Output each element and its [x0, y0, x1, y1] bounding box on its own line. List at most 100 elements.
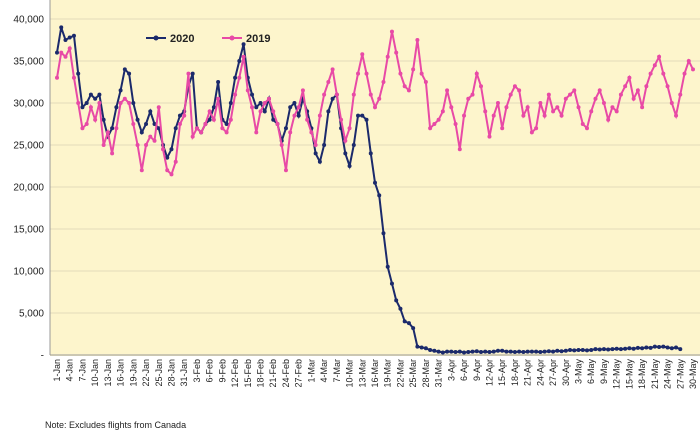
x-tick-label: 4-Mar	[319, 359, 329, 383]
x-tick-label: 27-May	[675, 359, 685, 390]
point	[186, 71, 191, 76]
point	[122, 96, 127, 101]
point	[525, 105, 530, 110]
point	[139, 168, 144, 173]
point	[436, 117, 441, 122]
point	[114, 126, 119, 131]
point	[385, 264, 390, 269]
point	[440, 109, 445, 114]
x-tick-label: 16-Mar	[370, 359, 380, 388]
point	[381, 80, 386, 84]
point	[601, 347, 606, 352]
x-tick-label: 7-Jan	[77, 359, 87, 382]
point	[555, 105, 560, 110]
point	[131, 101, 136, 105]
legend-marker	[153, 35, 159, 41]
point	[466, 350, 471, 355]
point	[517, 88, 522, 93]
point	[347, 126, 352, 131]
x-tick-label: 12-May	[612, 359, 622, 390]
point	[250, 105, 255, 110]
point	[652, 344, 657, 349]
x-tick-label: 12-Feb	[230, 359, 240, 388]
point	[508, 92, 513, 97]
point	[211, 117, 216, 122]
point	[63, 38, 68, 42]
point	[432, 122, 437, 126]
point	[139, 130, 144, 135]
point	[563, 348, 568, 353]
point	[67, 46, 72, 51]
x-tick-label: 4-Jan	[65, 359, 75, 382]
point	[322, 92, 327, 97]
point	[305, 117, 310, 122]
x-tick-label: 3-May	[574, 359, 584, 385]
point	[288, 130, 293, 135]
point	[199, 130, 204, 135]
point	[101, 117, 106, 122]
y-tick-label: 35,000	[13, 57, 44, 68]
point	[504, 105, 509, 110]
point	[118, 101, 123, 105]
point	[585, 348, 589, 353]
point	[538, 101, 543, 105]
point	[669, 101, 674, 105]
x-tick-label: 21-Apr	[523, 359, 533, 386]
point	[428, 126, 433, 131]
x-tick-label: 15-May	[624, 359, 634, 390]
point	[411, 67, 416, 72]
point	[258, 101, 263, 105]
point	[216, 80, 221, 84]
point	[377, 193, 382, 198]
x-tick-label: 9-Apr	[472, 359, 482, 381]
point	[71, 75, 76, 80]
point	[529, 130, 534, 135]
point	[237, 75, 242, 80]
point	[228, 101, 233, 105]
point	[572, 88, 577, 93]
point	[381, 231, 386, 236]
point	[546, 349, 551, 354]
point	[288, 105, 293, 110]
x-tick-label: 21-May	[650, 359, 660, 390]
x-tick-label: 18-Feb	[256, 359, 266, 388]
point	[521, 113, 526, 118]
point	[377, 96, 382, 101]
point	[67, 35, 72, 40]
x-tick-label: 31-Mar	[434, 359, 444, 388]
point	[491, 113, 496, 118]
point	[610, 347, 615, 352]
point	[678, 92, 683, 97]
point	[292, 113, 297, 118]
point	[627, 75, 632, 80]
point	[84, 101, 89, 105]
point	[674, 345, 679, 350]
point	[644, 345, 649, 350]
point	[423, 80, 428, 84]
point	[495, 101, 500, 105]
x-tick-label: 19-Mar	[383, 359, 393, 388]
point	[466, 96, 471, 101]
point	[635, 345, 640, 350]
point	[648, 71, 653, 76]
point	[97, 92, 102, 97]
point	[597, 88, 602, 93]
x-tick-label: 9-May	[599, 359, 609, 385]
note: Note: Excludes flights from Canada	[45, 420, 186, 430]
point	[453, 122, 458, 126]
point	[542, 349, 547, 354]
point	[241, 54, 246, 59]
point	[356, 71, 361, 76]
x-tick-label: 28-Mar	[421, 359, 431, 388]
point	[546, 92, 551, 97]
point	[93, 117, 98, 122]
point	[148, 109, 153, 114]
point	[250, 92, 255, 97]
point	[487, 350, 492, 355]
point	[317, 159, 322, 164]
point	[271, 117, 276, 122]
point	[512, 350, 517, 355]
point	[406, 321, 411, 326]
